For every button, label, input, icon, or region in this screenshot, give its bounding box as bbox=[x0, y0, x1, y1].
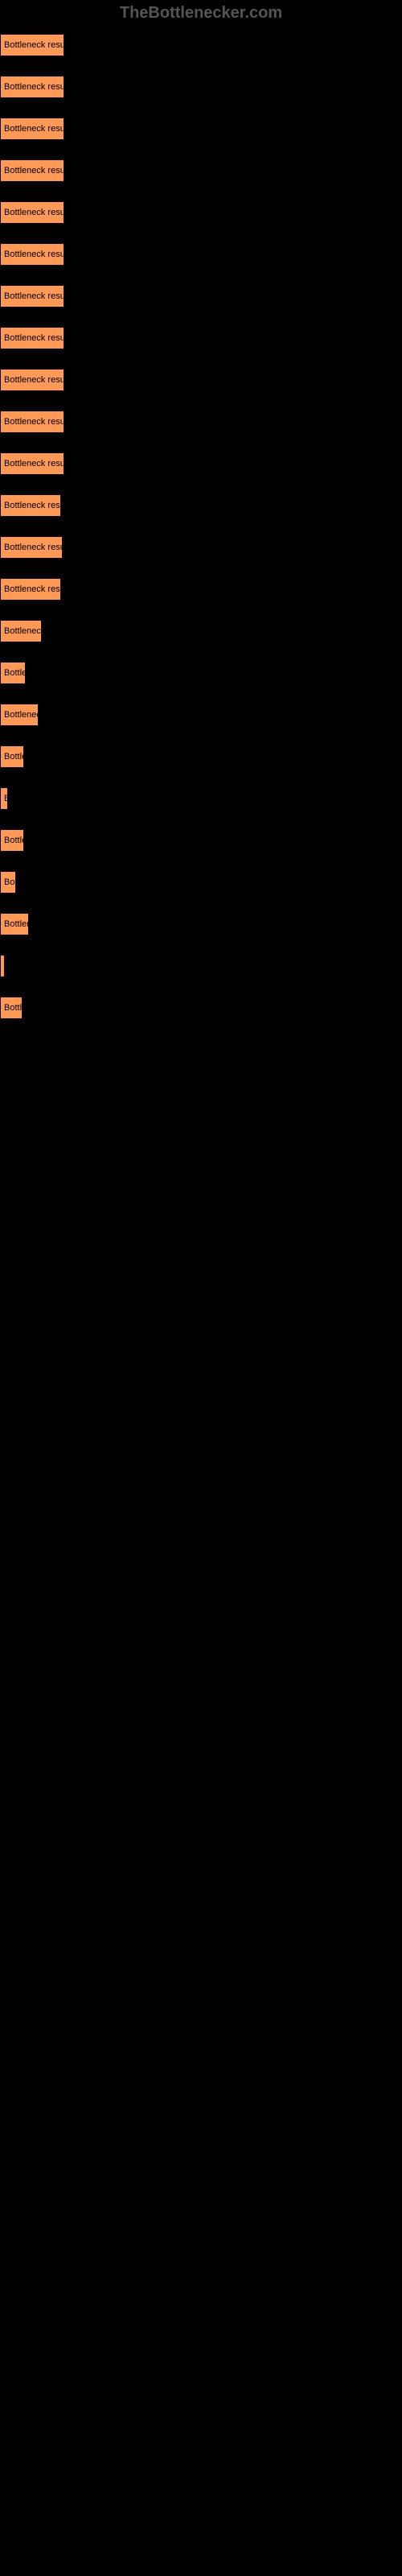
bar-row: Bottlen bbox=[0, 903, 402, 945]
chart-bar: Bottle bbox=[0, 745, 24, 768]
chart-bar: Bottl bbox=[0, 997, 23, 1019]
bar-row: Bottl bbox=[0, 987, 402, 1029]
bar-row: Bottle bbox=[0, 819, 402, 861]
bar-row: Bottleneck resu bbox=[0, 568, 402, 610]
watermark-text: TheBottlenecker.com bbox=[120, 4, 282, 23]
chart-bar: Bottler bbox=[0, 662, 26, 684]
chart-bar: Bottleneck result bbox=[0, 411, 64, 433]
chart-bar: Bottleneck resul bbox=[0, 536, 63, 559]
bar-row: Bottleneck resul bbox=[0, 526, 402, 568]
chart-bar: Bottlen bbox=[0, 913, 29, 935]
bar-row: B bbox=[0, 778, 402, 819]
chart-bar: Bottleneck resu bbox=[0, 578, 61, 601]
bar-row: Bottleneck result bbox=[0, 66, 402, 108]
bar-row: Bottleneck result bbox=[0, 192, 402, 233]
chart-bar: Bottleneck result bbox=[0, 118, 64, 140]
bar-row: Bottleneck result bbox=[0, 401, 402, 443]
bar-row: Bottle bbox=[0, 736, 402, 778]
bar-row: Bottleneck result bbox=[0, 233, 402, 275]
chart-bar: Bottle bbox=[0, 829, 24, 852]
bar-row: Bottleneck resu bbox=[0, 485, 402, 526]
bar-row: Bottleneck result bbox=[0, 24, 402, 66]
bar-row: Bottleneck result bbox=[0, 359, 402, 401]
bar-row: Bottleneck result bbox=[0, 275, 402, 317]
chart-bar: Bot bbox=[0, 871, 16, 894]
chart-bar: Bottleneck resu bbox=[0, 494, 61, 517]
chart-bar: Bottleneck result bbox=[0, 285, 64, 308]
chart-bar: Bottleneck bbox=[0, 704, 39, 726]
bar-chart: Bottleneck result Bottleneck result Bottle… bbox=[0, 0, 402, 1029]
bar-row: Bottleneck bbox=[0, 610, 402, 652]
bar-row bbox=[0, 945, 402, 987]
bar-row: Bottleneck result bbox=[0, 443, 402, 485]
chart-bar: Bottleneck result bbox=[0, 243, 64, 266]
chart-bar: Bottleneck result bbox=[0, 369, 64, 391]
bar-row: Bot bbox=[0, 861, 402, 903]
bar-row: Bottleneck bbox=[0, 694, 402, 736]
bar-row: Bottleneck result bbox=[0, 150, 402, 192]
chart-bar bbox=[0, 955, 5, 977]
bar-row: Bottleneck result bbox=[0, 317, 402, 359]
chart-bar: Bottleneck result bbox=[0, 159, 64, 182]
bar-row: Bottleneck result bbox=[0, 108, 402, 150]
chart-bar: Bottleneck bbox=[0, 620, 42, 642]
chart-bar: Bottleneck result bbox=[0, 201, 64, 224]
chart-bar: Bottleneck result bbox=[0, 34, 64, 56]
chart-bar: Bottleneck result bbox=[0, 76, 64, 98]
chart-bar: Bottleneck result bbox=[0, 327, 64, 349]
bar-row: Bottler bbox=[0, 652, 402, 694]
chart-bar: B bbox=[0, 787, 8, 810]
chart-bar: Bottleneck result bbox=[0, 452, 64, 475]
